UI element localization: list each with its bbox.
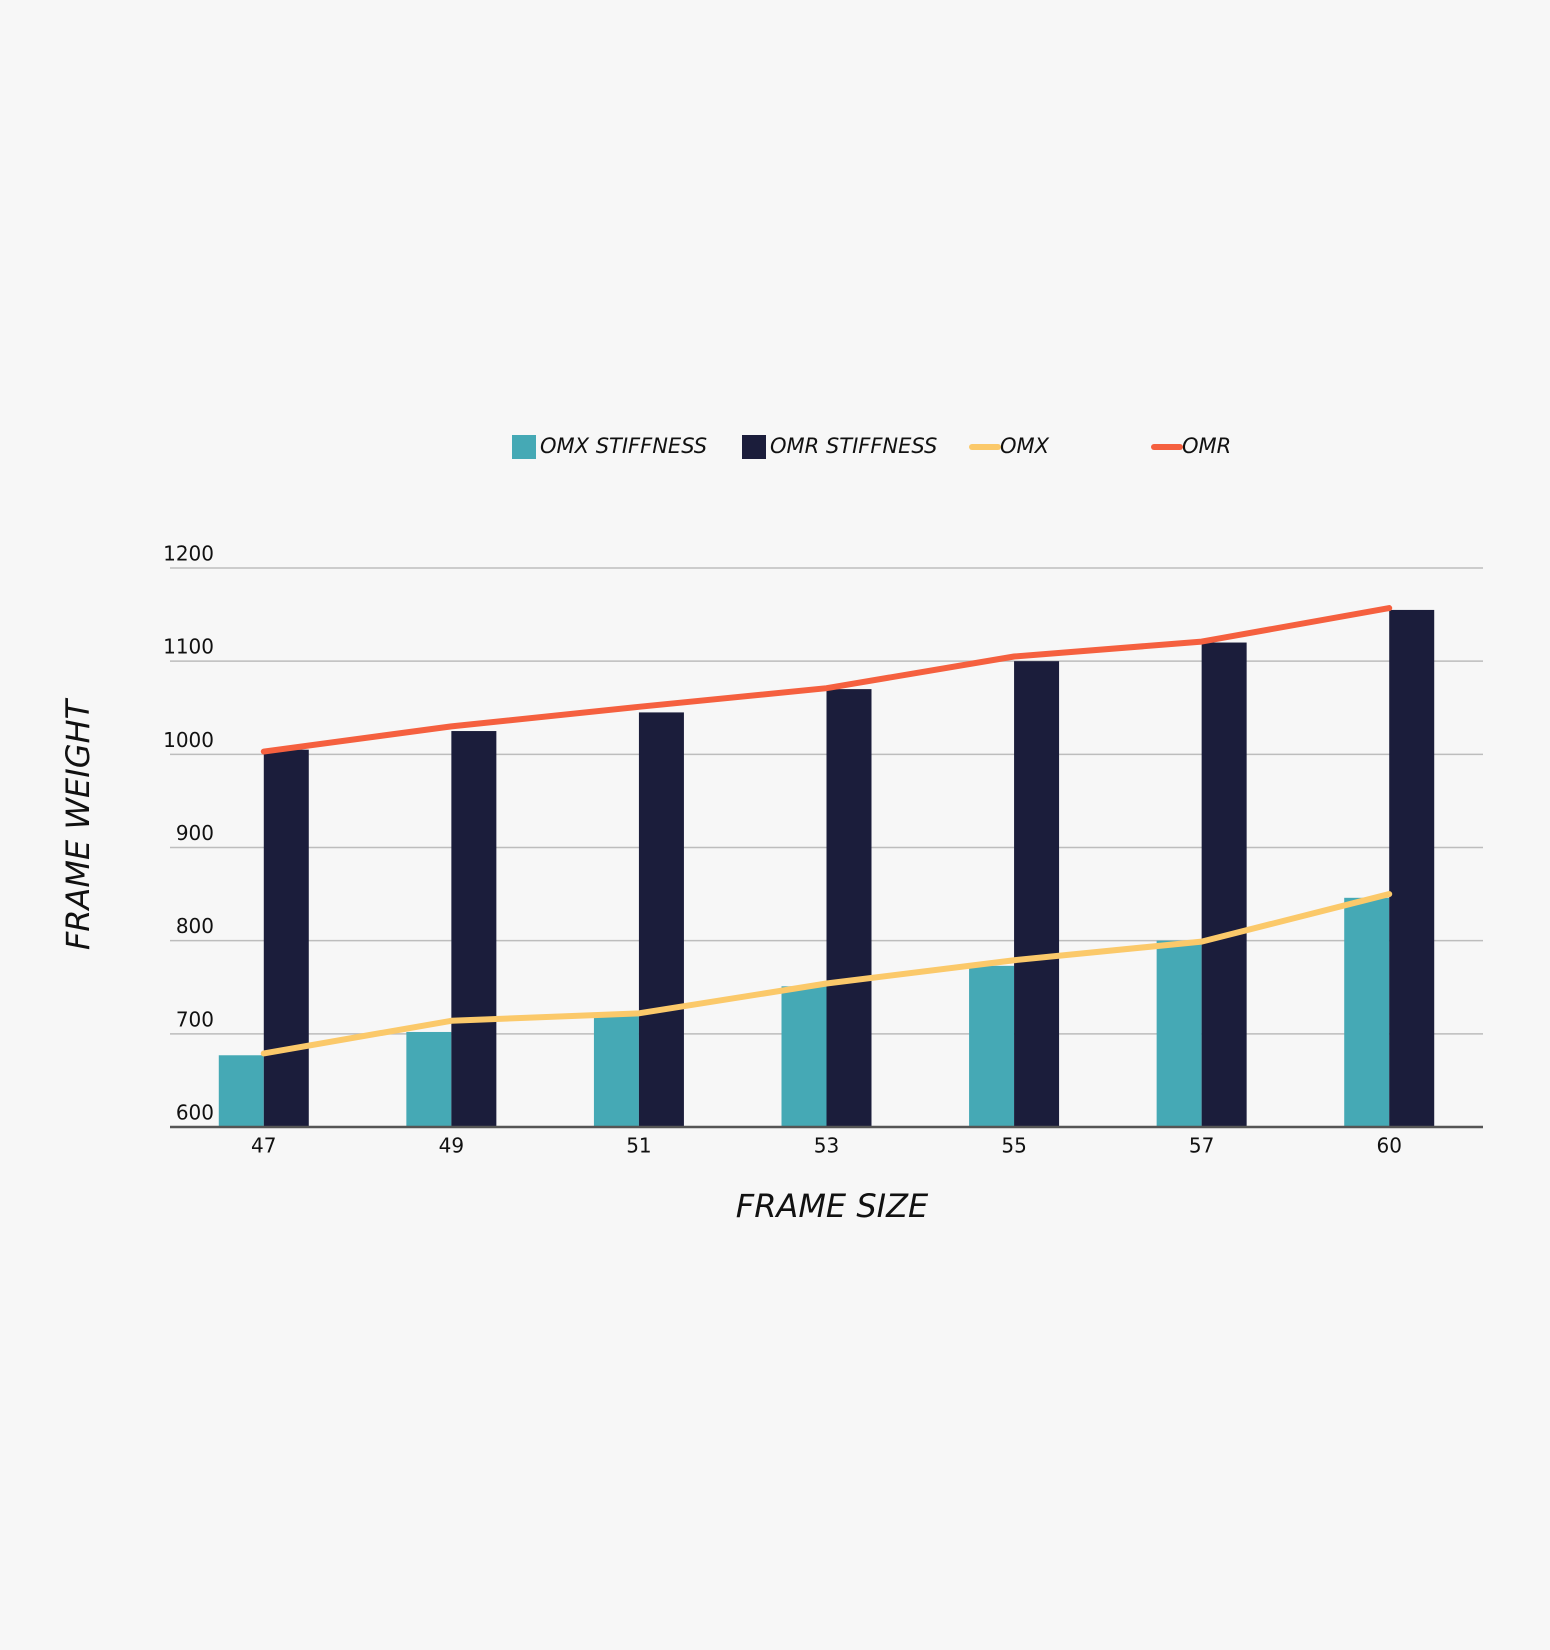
bar xyxy=(1389,609,1435,1127)
x-tick-label: 60 xyxy=(1376,1134,1401,1158)
bar xyxy=(1344,897,1390,1127)
bar xyxy=(218,1055,264,1127)
line xyxy=(260,891,1393,1057)
legend-label: OMX STIFFNESS xyxy=(540,434,707,458)
bar xyxy=(1014,661,1060,1127)
bar xyxy=(406,1031,452,1127)
bar xyxy=(451,731,497,1127)
y-tick-label: 700 xyxy=(176,1007,214,1031)
x-axis-title: FRAME SIZE xyxy=(736,1187,929,1225)
x-tick-label: 51 xyxy=(626,1134,651,1158)
bar xyxy=(638,712,684,1127)
x-tick-label: 49 xyxy=(439,1134,464,1158)
y-tick-label: 600 xyxy=(176,1101,214,1125)
bar xyxy=(781,986,827,1127)
x-tick-label: 47 xyxy=(251,1134,276,1158)
bar xyxy=(826,689,872,1127)
legend-label: OMX xyxy=(1000,434,1050,458)
y-axis-title: FRAME WEIGHT xyxy=(59,697,97,950)
y-tick-label: 1200 xyxy=(163,542,214,566)
y-tick-label: 1000 xyxy=(163,728,214,752)
bar xyxy=(263,749,309,1127)
legend-label: OMR xyxy=(1182,434,1231,458)
y-tick-label: 1100 xyxy=(163,635,214,659)
legend-label: OMR STIFFNESS xyxy=(770,434,937,458)
y-tick-label: 800 xyxy=(176,914,214,938)
bar xyxy=(1201,642,1247,1127)
x-tick-label: 57 xyxy=(1189,1134,1214,1158)
x-tick-label: 55 xyxy=(1001,1134,1026,1158)
x-tick-label: 53 xyxy=(814,1134,839,1158)
bar xyxy=(593,1016,639,1127)
bar xyxy=(969,965,1015,1127)
bar xyxy=(1156,940,1202,1127)
legend-swatch xyxy=(512,435,536,459)
line xyxy=(260,605,1393,755)
legend-swatch xyxy=(742,435,766,459)
y-tick-label: 900 xyxy=(176,821,214,845)
